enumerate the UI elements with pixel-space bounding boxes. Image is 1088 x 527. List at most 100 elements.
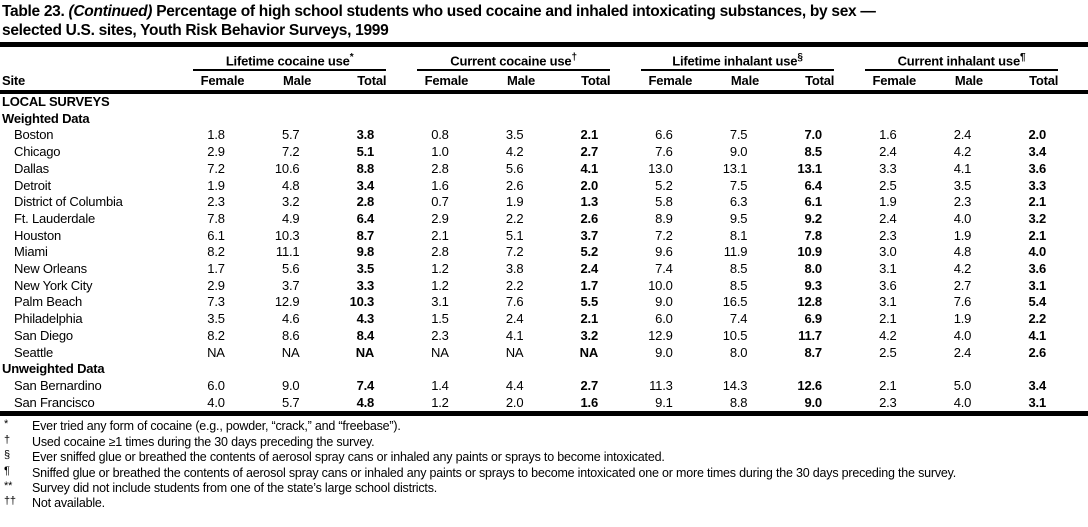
value-cell: 1.9 [953, 227, 972, 243]
value-cell: 7.4 [356, 377, 375, 393]
value-cell: 2.2 [505, 277, 524, 293]
value-cell: 2.0 [580, 177, 599, 193]
footnote: * Ever tried any form of cocaine (e.g., p… [2, 418, 1084, 434]
value-cell: 3.3 [1028, 177, 1047, 193]
value-cell: 2.1 [1028, 194, 1047, 210]
value-cell: 1.7 [207, 261, 225, 277]
value-cell: 3.6 [1028, 261, 1047, 277]
value-cell: 9.0 [804, 394, 822, 410]
value-cell: 4.1 [505, 327, 524, 343]
value-cell: 4.1 [1028, 327, 1047, 343]
value-cell: 9.6 [655, 244, 673, 260]
value-cell: 8.2 [207, 244, 225, 260]
value-cell: 1.0 [431, 144, 449, 160]
table-row: Chicago 2.9 7.2 5.1 1.0 4.2 2.7 7.6 9.0 8.5 2.4 4.2… [0, 144, 1088, 161]
group-label: Lifetime cocaine use [225, 53, 350, 68]
value-cell: 8.6 [281, 327, 300, 343]
value-cell: 4.1 [953, 160, 972, 176]
value-cell: 4.0 [953, 327, 972, 343]
value-cell: 2.6 [580, 210, 599, 226]
data-table: Lifetime cocaine use* Current cocaine us… [0, 47, 1088, 417]
value-cell: 3.0 [879, 244, 897, 260]
value-cell: 4.9 [281, 210, 300, 226]
value-cell: 4.2 [879, 327, 897, 343]
value-cell: 3.5 [356, 261, 375, 277]
value-cell: 3.1 [1028, 277, 1047, 293]
footnote-text: Ever tried any form of cocaine (e.g., po… [32, 419, 401, 434]
value-cell: 2.3 [207, 194, 225, 210]
value-cell: 11.9 [723, 244, 748, 260]
value-cell: 3.4 [1028, 144, 1047, 160]
site-cell: Chicago [14, 144, 61, 160]
value-cell: NA [579, 344, 599, 360]
value-cell: 1.3 [580, 194, 599, 210]
table-row: Palm Beach 7.3 12.9 10.3 3.1 7.6 5.5 9.0 16.5 12.… [0, 294, 1088, 311]
value-cell: 9.0 [655, 344, 673, 360]
site-cell: Philadelphia [14, 311, 83, 327]
value-cell: 8.7 [804, 344, 822, 360]
value-cell: 6.1 [804, 194, 822, 210]
value-cell: 2.3 [431, 327, 449, 343]
site-column-header: Site [2, 73, 26, 88]
value-cell: 2.1 [1028, 227, 1047, 243]
value-cell: 12.9 [648, 327, 673, 343]
value-cell: 6.4 [804, 177, 822, 193]
value-cell: NA [505, 344, 524, 360]
value-cell: 4.6 [281, 311, 300, 327]
footnotes: * Ever tried any form of cocaine (e.g., p… [0, 416, 1088, 511]
value-cell: 2.4 [580, 261, 599, 277]
value-cell: 1.8 [207, 127, 225, 143]
table-row: San Diego 8.2 8.6 8.4 2.3 4.1 3.2 12.9 10.5 11.7 4… [0, 328, 1088, 345]
site-cell: Seattle [14, 344, 54, 360]
value-cell: 4.2 [505, 144, 524, 160]
value-cell: 2.2 [1028, 311, 1047, 327]
value-cell: 10.3 [349, 294, 375, 310]
site-cell: Houston [14, 227, 62, 243]
value-cell: 4.0 [953, 210, 972, 226]
table-row: Houston 6.1 10.3 8.7 2.1 5.1 3.7 7.2 8.1 7.8 2.3 1.… [0, 228, 1088, 245]
value-cell: 3.2 [281, 194, 300, 210]
male-column-header: Male [954, 73, 983, 88]
value-cell: 5.7 [281, 394, 300, 410]
value-cell: NA [207, 344, 225, 360]
site-cell: New York City [14, 277, 93, 293]
value-cell: 13.1 [722, 160, 748, 176]
value-cell: 4.0 [207, 394, 225, 410]
value-cell: 3.3 [356, 277, 375, 293]
value-cell: 13.1 [797, 160, 822, 176]
value-cell: 3.8 [356, 127, 375, 143]
value-cell: 1.9 [953, 311, 972, 327]
value-cell: 5.7 [281, 127, 300, 143]
male-column-header: Male [730, 73, 760, 88]
value-cell: 2.9 [207, 144, 225, 160]
value-cell: 11.7 [798, 327, 822, 343]
value-cell: 7.6 [953, 294, 972, 310]
value-cell: 3.7 [580, 227, 599, 243]
value-cell: 5.6 [505, 160, 524, 176]
value-cell: 7.8 [804, 227, 822, 243]
value-cell: 1.9 [505, 194, 524, 210]
footnote-marker: †† [4, 495, 16, 508]
footnote-text: Used cocaine ≥1 times during the 30 days… [32, 434, 375, 449]
value-cell: 4.3 [356, 311, 375, 327]
footnote-text: Not available. [32, 496, 105, 511]
value-cell: 6.0 [655, 311, 673, 327]
value-cell: 7.5 [729, 177, 748, 193]
value-cell: 3.4 [1028, 377, 1047, 393]
value-cell: 2.4 [505, 311, 524, 327]
value-cell: 16.5 [722, 294, 748, 310]
value-cell: 8.2 [207, 327, 225, 343]
value-cell: 9.2 [804, 210, 822, 226]
group-label: Lifetime inhalant use [672, 53, 798, 68]
value-cell: 5.2 [580, 244, 599, 260]
value-cell: 5.1 [356, 144, 375, 160]
footnote-marker: § [4, 449, 10, 462]
site-cell: San Diego [14, 327, 73, 343]
value-cell: 3.5 [953, 177, 972, 193]
footnote-marker: * [4, 418, 9, 431]
value-cell: 2.7 [953, 277, 972, 293]
female-column-header: Female [872, 73, 917, 88]
site-cell: San Bernardino [14, 377, 102, 393]
total-column-header: Total [581, 73, 611, 88]
